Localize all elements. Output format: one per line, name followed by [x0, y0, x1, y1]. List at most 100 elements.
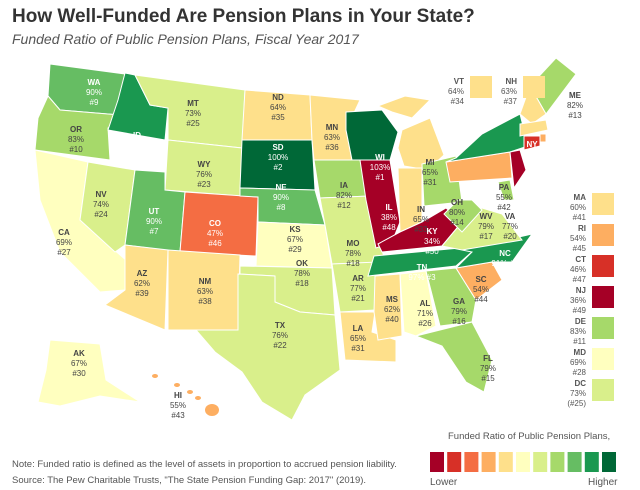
rank: #14: [450, 218, 464, 227]
legend-swatch: [533, 452, 548, 472]
rank: #35: [271, 113, 285, 122]
funded-pct: 83%: [570, 327, 586, 336]
funded-pct: 62%: [134, 279, 150, 288]
legend-swatch: [430, 452, 444, 472]
funded-pct: 54%: [473, 285, 489, 294]
rank: #28: [573, 368, 587, 377]
state-code: UT: [149, 207, 160, 216]
funded-pct: 64%: [270, 103, 286, 112]
funded-pct: 73%: [570, 389, 586, 398]
legend-swatch: [447, 452, 462, 472]
rank: #12: [337, 201, 351, 210]
rank: #47: [573, 275, 587, 284]
state-code: TN: [417, 263, 428, 272]
legend-swatch: [481, 452, 496, 472]
state-de: [497, 179, 515, 201]
rank: #1: [376, 173, 385, 182]
funded-pct: 65%: [350, 334, 366, 343]
funded-pct: 65%: [413, 215, 429, 224]
funded-pct: 73%: [185, 109, 201, 118]
state-code: PA: [499, 183, 510, 192]
state-ms: [373, 273, 403, 341]
funded-pct: 36%: [570, 296, 586, 305]
state-code: VT: [454, 77, 464, 86]
state-code: RI: [578, 224, 586, 233]
funded-pct: 38%: [381, 213, 397, 222]
rank: #43: [171, 411, 185, 420]
state-code: NM: [199, 277, 212, 286]
state-code: WI: [375, 153, 385, 162]
state-code: WV: [480, 212, 494, 221]
funded-pct: 76%: [196, 170, 212, 179]
funded-pct: 80%: [449, 208, 465, 217]
funded-pct: 82%: [336, 191, 352, 200]
funded-pct: 67%: [71, 359, 87, 368]
state-code: AR: [352, 274, 364, 283]
funded-pct: 63%: [324, 133, 340, 142]
swatch-nj: [592, 286, 614, 308]
state-hi: [205, 404, 219, 416]
legend-lower-label: Lower: [430, 477, 458, 488]
state-code: VA: [505, 212, 516, 221]
state-code: MI: [426, 158, 435, 167]
swatch-vt: [470, 76, 492, 98]
legend-swatch: [516, 452, 530, 472]
funded-pct: 77%: [502, 222, 518, 231]
funded-pct: 76%: [272, 331, 288, 340]
rank: #36: [325, 143, 339, 152]
funded-pct: 77%: [350, 284, 366, 293]
state-hi: [152, 374, 158, 378]
legend-swatch: [602, 452, 616, 472]
funded-pct: 79%: [451, 307, 467, 316]
rank: (#25): [567, 399, 586, 408]
rank: #50: [425, 247, 439, 256]
state-code: NH: [505, 77, 517, 86]
rank: #37: [504, 97, 518, 106]
funded-pct: 79%: [478, 222, 494, 231]
state-code: NV: [95, 190, 107, 199]
funded-pct: 69%: [56, 238, 72, 247]
state-code: NC: [499, 249, 511, 258]
funded-pct: 46%: [570, 265, 586, 274]
funded-pct: 103%: [370, 163, 390, 172]
funded-pct: 67%: [287, 235, 303, 244]
source-text: Source: The Pew Charitable Trusts, "The …: [12, 475, 367, 486]
rank: #41: [573, 213, 587, 222]
state-code: IA: [340, 181, 348, 190]
state-code: OR: [70, 125, 82, 134]
state-code: ME: [569, 91, 582, 100]
rank: #11: [573, 337, 586, 346]
state-code: AK: [73, 349, 85, 358]
funded-pct: 91%: [129, 141, 145, 150]
state-code: MA: [574, 193, 587, 202]
funded-pct: 95%: [524, 150, 540, 159]
state-code: SC: [475, 275, 486, 284]
rank: #48: [382, 223, 396, 232]
rank: #46: [208, 239, 222, 248]
state-nv: [79, 161, 136, 253]
state-ak: [37, 339, 141, 407]
state-code: KY: [426, 227, 438, 236]
legend-title: Funded Ratio of Public Pension Plans,: [448, 431, 611, 442]
rank: #5: [133, 151, 142, 160]
funded-pct: 79%: [480, 364, 496, 373]
funded-pct: 55%: [170, 401, 186, 410]
state-code: TX: [275, 321, 286, 330]
rank: #27: [57, 248, 71, 257]
rank: #18: [295, 279, 309, 288]
state-code: SD: [272, 143, 283, 152]
state-code: OK: [296, 259, 308, 268]
